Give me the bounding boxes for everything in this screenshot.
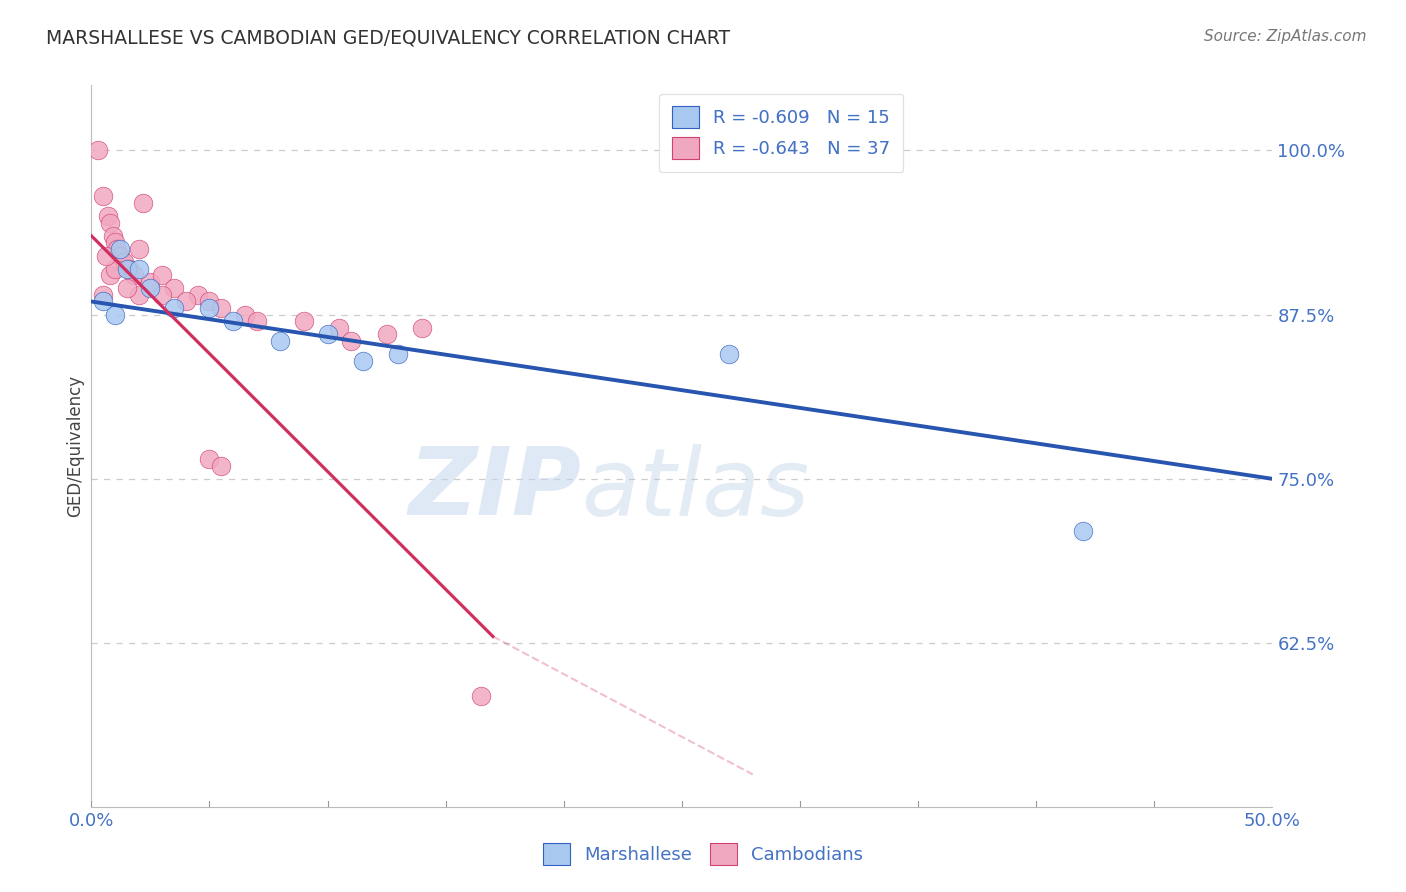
Point [470, 689, 492, 703]
Point [174, 294, 197, 309]
Point [128, 261, 150, 276]
Point [292, 314, 315, 328]
Point [316, 327, 339, 342]
Point [122, 268, 145, 283]
Point [104, 235, 127, 250]
Point [375, 327, 398, 342]
Point [150, 288, 173, 302]
Point [97, 209, 120, 223]
Point [150, 268, 173, 283]
Point [198, 301, 221, 315]
Point [98, 268, 121, 283]
Point [387, 347, 409, 361]
Point [104, 308, 127, 322]
Point [340, 334, 363, 348]
Point [328, 320, 350, 334]
Point [163, 281, 186, 295]
Legend: R = -0.609   N = 15, R = -0.643   N = 37: R = -0.609 N = 15, R = -0.643 N = 37 [659, 94, 903, 172]
Point [91, 288, 114, 302]
Point [198, 294, 221, 309]
Point [128, 242, 150, 256]
Point [132, 196, 155, 211]
Text: MARSHALLESE VS CAMBODIAN GED/EQUIVALENCY CORRELATION CHART: MARSHALLESE VS CAMBODIAN GED/EQUIVALENCY… [46, 29, 731, 47]
Point [198, 452, 221, 467]
Point [128, 288, 150, 302]
Y-axis label: GED/Equivalency: GED/Equivalency [66, 375, 84, 517]
Point [105, 242, 128, 256]
Point [94, 248, 117, 262]
Point [101, 228, 124, 243]
Point [115, 281, 138, 295]
Point [222, 314, 245, 328]
Point [91, 189, 114, 203]
Point [411, 320, 433, 334]
Point [1073, 524, 1095, 539]
Point [139, 281, 162, 295]
Legend: Marshallese, Cambodians: Marshallese, Cambodians [536, 836, 870, 872]
Point [209, 458, 232, 473]
Point [104, 261, 127, 276]
Point [139, 275, 162, 289]
Text: ZIP: ZIP [409, 443, 582, 535]
Point [352, 353, 374, 368]
Point [108, 248, 131, 262]
Point [115, 261, 138, 276]
Point [233, 308, 256, 322]
Point [91, 294, 114, 309]
Point [87, 144, 110, 158]
Point [118, 261, 141, 276]
Text: atlas: atlas [582, 444, 810, 535]
Point [246, 314, 269, 328]
Point [269, 334, 291, 348]
Text: Source: ZipAtlas.com: Source: ZipAtlas.com [1204, 29, 1367, 44]
Point [209, 301, 232, 315]
Point [114, 255, 136, 269]
Point [108, 242, 131, 256]
Point [98, 216, 121, 230]
Point [187, 288, 209, 302]
Point [163, 301, 186, 315]
Point [718, 347, 741, 361]
